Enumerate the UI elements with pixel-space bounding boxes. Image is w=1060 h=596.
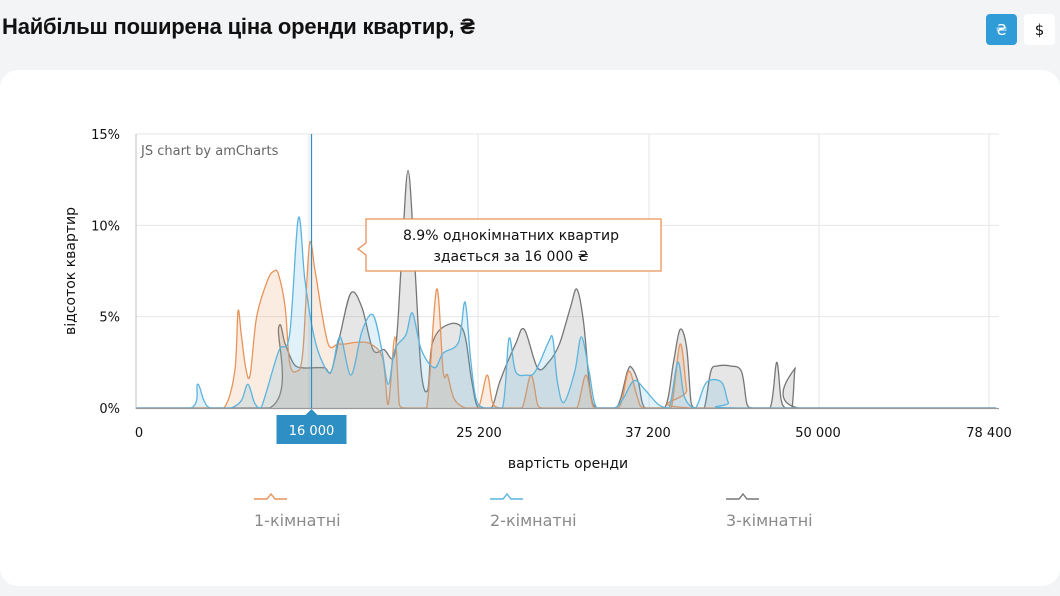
currency-usd-button[interactable]: $ [1024, 14, 1055, 45]
cursor: 16 000 [276, 134, 347, 444]
legend-marker [726, 492, 759, 500]
x-tick-label: 50 000 [795, 426, 841, 441]
legend-label: 3-кімнатні [726, 511, 813, 530]
currency-uah-button[interactable]: ₴ [986, 14, 1017, 45]
y-axis-title: відсоток квартир [63, 207, 79, 335]
cursor-label: 16 000 [289, 424, 335, 439]
series-line-1 [136, 240, 996, 409]
cursor-label-box [276, 415, 347, 444]
y-tick-label: 10% [91, 219, 120, 234]
series-area-2 [136, 216, 996, 408]
x-tick-label: 78 400 [966, 426, 1012, 441]
tooltip-line-2: здається за 16 000 ₴ [433, 249, 588, 265]
legend-label: 2-кімнатні [490, 511, 577, 530]
cursor-label-pointer [305, 409, 318, 415]
series-line-3 [136, 169, 996, 409]
y-tick-label: 0% [99, 402, 120, 417]
legend-marker [254, 492, 287, 500]
page-title: Найбільш поширена ціна оренди квартир, ₴ [2, 14, 475, 39]
x-tick-label: 37 200 [625, 426, 671, 441]
y-tick-label: 5% [99, 311, 120, 326]
tooltip: 8.9% однокімнатних квартир здається за 1… [356, 218, 662, 272]
legend-label: 1-кімнатні [254, 511, 341, 530]
watermark[interactable]: JS chart by amCharts [140, 144, 279, 159]
series-areas [136, 169, 996, 409]
legend: 1-кімнатні 2-кімнатні 3-кімнатні [254, 492, 813, 530]
legend-item-1[interactable]: 1-кімнатні [254, 492, 341, 530]
x-tick-label: 25 200 [456, 426, 502, 441]
x-axis-title: вартість оренди [508, 456, 628, 472]
tooltip-box [356, 218, 662, 272]
legend-item-3[interactable]: 3-кімнатні [726, 492, 813, 530]
y-tick-labels: 0% 5% 10% 15% [91, 128, 120, 417]
series-area-3 [136, 170, 996, 408]
tooltip-line-1: 8.9% однокімнатних квартир [403, 228, 619, 244]
legend-marker [490, 492, 523, 500]
axes [135, 134, 999, 410]
series-area-1 [136, 241, 996, 408]
x-tick-label: 0 [135, 426, 143, 441]
series-line-2 [136, 216, 996, 409]
y-tick-label: 15% [91, 128, 120, 143]
currency-switch: ₴ $ [986, 14, 1055, 45]
legend-item-2[interactable]: 2-кімнатні [490, 492, 577, 530]
